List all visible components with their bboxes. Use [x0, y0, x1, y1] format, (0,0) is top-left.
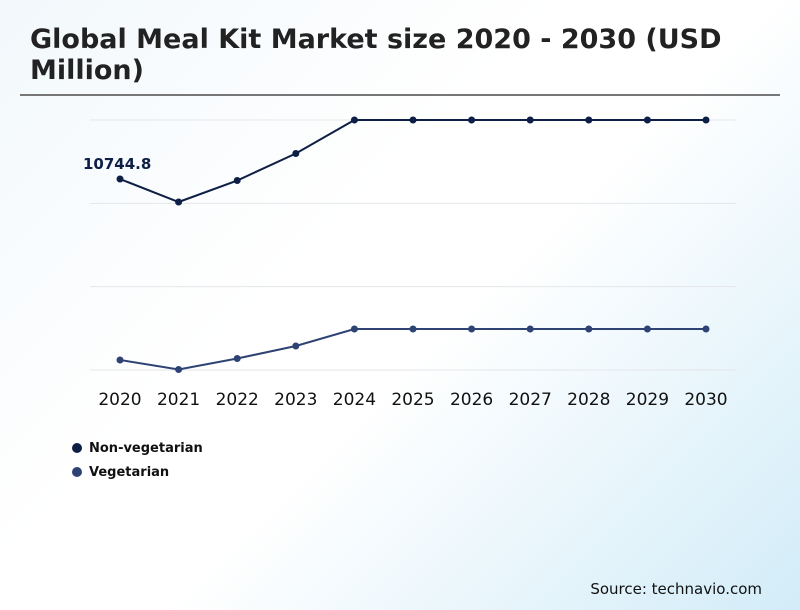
- x-tick-label: 2021: [157, 390, 200, 410]
- data-point: [643, 325, 651, 333]
- x-tick-label: 2020: [98, 390, 141, 410]
- data-point: [292, 342, 300, 350]
- data-point: [175, 198, 183, 206]
- chart-title: Global Meal Kit Market size 2020 - 2030 …: [30, 24, 722, 86]
- data-point: [702, 325, 710, 333]
- legend-item: Non-vegetarian: [72, 436, 203, 460]
- data-point: [350, 325, 358, 333]
- data-point: [585, 116, 593, 124]
- x-tick-label: 2030: [684, 390, 727, 410]
- data-point: [468, 116, 476, 124]
- data-point: [233, 354, 241, 362]
- x-tick-label: 2026: [450, 390, 493, 410]
- title-divider: [20, 94, 780, 96]
- legend-item: Vegetarian: [72, 460, 203, 484]
- data-point: [350, 116, 358, 124]
- data-point: [643, 116, 651, 124]
- x-tick-label: 2028: [567, 390, 610, 410]
- data-point: [116, 175, 124, 183]
- data-point: [526, 325, 534, 333]
- x-tick-label: 2025: [391, 390, 434, 410]
- data-point: [526, 116, 534, 124]
- data-point: [409, 325, 417, 333]
- series-line: [119, 327, 706, 371]
- data-point: [175, 365, 183, 373]
- data-point: [292, 150, 300, 158]
- data-point: [585, 325, 593, 333]
- data-point: [409, 116, 417, 124]
- source-label: Source: technavio.com: [590, 580, 762, 598]
- legend-marker-icon: [72, 443, 82, 453]
- x-tick-label: 2024: [333, 390, 376, 410]
- data-label: 10744.8: [83, 155, 151, 173]
- data-point: [233, 177, 241, 185]
- data-point: [468, 325, 476, 333]
- x-tick-label: 2022: [216, 390, 259, 410]
- data-point: [116, 356, 124, 364]
- legend-label: Non-vegetarian: [89, 440, 203, 456]
- legend-label: Vegetarian: [89, 464, 170, 480]
- x-tick-label: 2027: [509, 390, 552, 410]
- data-point: [702, 116, 710, 124]
- x-tick-label: 2029: [626, 390, 669, 410]
- legend: Non-vegetarian Vegetarian: [72, 436, 203, 484]
- x-tick-label: 2023: [274, 390, 317, 410]
- series-line: [119, 119, 706, 204]
- legend-marker-icon: [72, 467, 82, 477]
